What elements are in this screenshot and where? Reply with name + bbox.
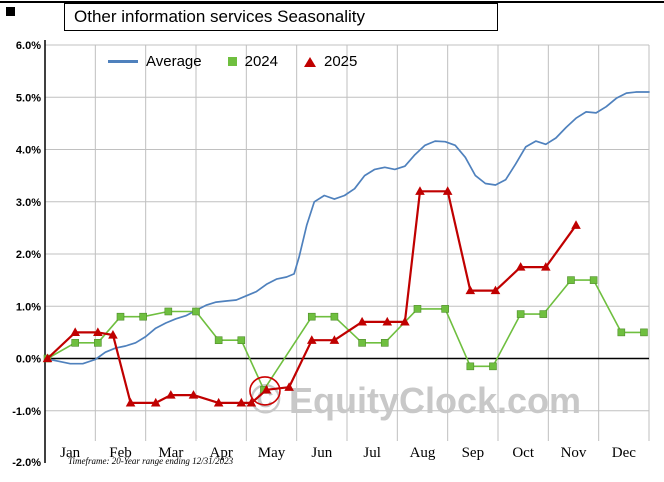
month-label: Sep bbox=[462, 445, 485, 461]
series-2025-line bbox=[46, 190, 578, 404]
data-point-triangle bbox=[329, 335, 340, 344]
data-point-triangle bbox=[93, 327, 103, 336]
month-label: Aug bbox=[410, 445, 436, 461]
data-point-triangle bbox=[571, 220, 581, 229]
month-label: Oct bbox=[512, 445, 534, 461]
data-point-triangle bbox=[357, 316, 367, 326]
corner-mark bbox=[6, 7, 15, 16]
data-point-square bbox=[567, 276, 575, 284]
data-point-triangle bbox=[515, 262, 526, 271]
y-axis-label: 5.0% bbox=[16, 92, 41, 104]
data-point-triangle bbox=[261, 384, 272, 394]
y-axis-label: 3.0% bbox=[16, 197, 41, 209]
legend-item-average: Average bbox=[108, 53, 202, 70]
data-point-square bbox=[413, 305, 422, 313]
data-point-square bbox=[380, 339, 389, 347]
data-point-square bbox=[516, 310, 525, 318]
data-point-triangle bbox=[306, 335, 317, 344]
data-point-triangle bbox=[150, 397, 161, 407]
legend-label: Average bbox=[146, 53, 202, 70]
data-point-triangle bbox=[284, 382, 294, 391]
y-axis-label: -2.0% bbox=[12, 457, 41, 469]
y-axis-label: 4.0% bbox=[16, 145, 41, 157]
page-title: Other information services Seasonality bbox=[74, 7, 366, 26]
month-label: Apr bbox=[210, 445, 233, 461]
data-point-square bbox=[307, 312, 316, 321]
data-point-square bbox=[192, 307, 200, 316]
data-point-triangle bbox=[108, 329, 118, 339]
data-point-triangle bbox=[490, 285, 501, 295]
month-label: Jan bbox=[60, 445, 80, 461]
data-point-square bbox=[94, 339, 102, 347]
data-point-triangle bbox=[125, 397, 136, 407]
y-axis-label: 1.0% bbox=[16, 301, 41, 313]
data-point-square bbox=[358, 339, 366, 347]
data-point-square bbox=[164, 307, 173, 316]
timeframe-note: Timeframe: 20-Year range ending 12/31/20… bbox=[68, 456, 234, 466]
legend-label: 2024 bbox=[244, 53, 278, 70]
line-marker-icon bbox=[108, 60, 138, 63]
data-point-triangle bbox=[70, 327, 80, 336]
top-border-line bbox=[0, 1, 664, 3]
data-point-square bbox=[139, 312, 147, 321]
data-point-triangle bbox=[400, 316, 410, 326]
data-point-triangle bbox=[541, 262, 551, 271]
triangle-marker-icon bbox=[303, 56, 316, 67]
month-label: Jun bbox=[311, 445, 332, 461]
data-point-square bbox=[116, 312, 125, 321]
square-marker-icon bbox=[227, 57, 237, 66]
legend-item-2024: 2024 bbox=[227, 53, 278, 70]
equityclock-watermark: © EquityClock.com bbox=[250, 375, 581, 422]
series-average-line bbox=[44, 91, 650, 365]
chart-title-box: Other information services Seasonality bbox=[64, 3, 498, 31]
month-label: Dec bbox=[612, 445, 636, 461]
data-point-triangle bbox=[382, 316, 393, 326]
annotation-circle bbox=[249, 376, 281, 406]
data-point-square bbox=[237, 336, 246, 345]
data-point-triangle bbox=[442, 186, 453, 195]
data-point-square bbox=[466, 362, 475, 371]
data-point-triangle bbox=[246, 397, 257, 407]
data-point-square bbox=[214, 336, 223, 345]
chart-legend: Average 2024 2025 bbox=[108, 53, 357, 70]
data-point-triangle bbox=[415, 186, 425, 195]
y-axis-label: 2.0% bbox=[16, 249, 41, 261]
data-point-triangle bbox=[236, 397, 247, 407]
month-label: May bbox=[258, 445, 286, 461]
series-2024-line bbox=[46, 279, 645, 391]
data-point-square bbox=[640, 328, 648, 337]
data-point-triangle bbox=[213, 397, 224, 407]
data-point-square bbox=[71, 339, 79, 347]
data-point-triangle bbox=[166, 390, 176, 399]
legend-item-2025: 2025 bbox=[303, 53, 358, 70]
data-point-triangle bbox=[188, 390, 199, 399]
month-label: Mar bbox=[158, 445, 183, 461]
data-point-square bbox=[589, 276, 598, 284]
data-point-square bbox=[330, 312, 339, 321]
month-label: Nov bbox=[561, 445, 587, 461]
month-label: Feb bbox=[109, 445, 132, 461]
data-point-square bbox=[441, 305, 449, 313]
data-point-triangle bbox=[42, 353, 53, 363]
legend-label: 2025 bbox=[323, 53, 358, 70]
month-label: Jul bbox=[363, 445, 381, 461]
y-axis-label: 0.0% bbox=[16, 354, 41, 366]
data-point-square bbox=[617, 328, 626, 337]
y-axis-label: 6.0% bbox=[16, 40, 41, 52]
data-point-square bbox=[539, 310, 548, 318]
data-point-triangle bbox=[465, 285, 476, 295]
y-axis-label: -1.0% bbox=[12, 406, 41, 418]
data-point-square bbox=[489, 362, 497, 371]
